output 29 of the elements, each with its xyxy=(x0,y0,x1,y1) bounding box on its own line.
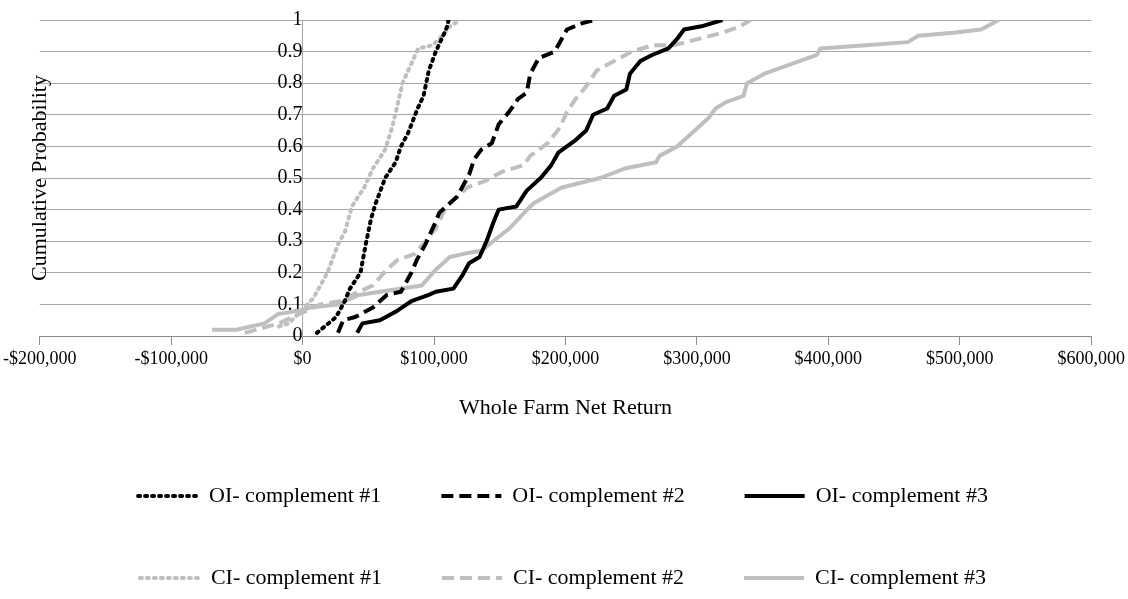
y-tick-label: 0.5 xyxy=(277,165,303,188)
legend-label: CI- complement #2 xyxy=(512,563,685,589)
y-tick-label: 0.8 xyxy=(277,70,303,93)
y-tick-label: 1 xyxy=(292,7,303,30)
legend-label: OI- complement #3 xyxy=(815,481,988,507)
y-tick-label: 0 xyxy=(292,323,303,346)
x-tick-label: -$200,000 xyxy=(3,347,77,368)
x-tick-label: $0 xyxy=(293,347,312,368)
x-tick-label: $100,000 xyxy=(400,347,468,368)
x-tick-label: $200,000 xyxy=(531,347,600,368)
line-series xyxy=(314,20,451,335)
y-tick-label: 0.1 xyxy=(277,291,303,314)
x-tick-label: -$100,000 xyxy=(134,347,208,368)
x-tick-label: $400,000 xyxy=(794,347,863,368)
y-tick-label: 0.7 xyxy=(277,102,303,125)
legend-label: OI- complement #1 xyxy=(209,481,382,507)
x-tick-label: $500,000 xyxy=(926,347,994,368)
x-axis-title: Whole Farm Net Return xyxy=(458,393,673,419)
x-tick-label: $600,000 xyxy=(1057,347,1125,368)
y-tick-label: 0.9 xyxy=(277,38,303,61)
y-axis-title: Cumulative Probability xyxy=(25,75,51,281)
y-tick-label: 0.2 xyxy=(277,260,303,283)
y-tick-label: 0.6 xyxy=(277,133,303,156)
y-tick-label: 0.4 xyxy=(277,196,303,219)
x-tick-label: $300,000 xyxy=(663,347,731,368)
legend-label: CI- complement #3 xyxy=(815,563,987,589)
y-tick-label: 0.3 xyxy=(277,228,303,251)
legend-label: OI- complement #2 xyxy=(512,481,685,507)
legend-label: CI- complement #1 xyxy=(210,563,382,589)
